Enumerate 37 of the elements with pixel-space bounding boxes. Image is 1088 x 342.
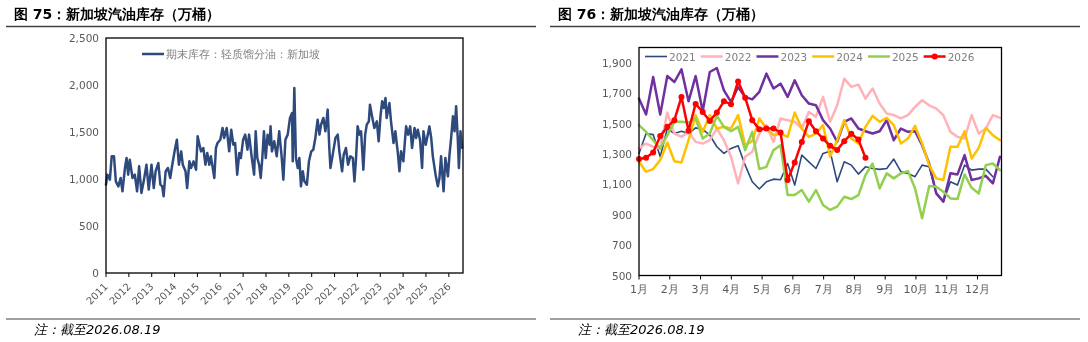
x-tick-label: 10月 bbox=[903, 282, 929, 296]
legend-label: 2021 bbox=[669, 50, 696, 63]
x-tick-label: 1月 bbox=[630, 282, 648, 296]
y-tick-label: 1,100 bbox=[601, 178, 632, 191]
x-tick-label: 8月 bbox=[845, 282, 864, 296]
x-tick-label: 12月 bbox=[965, 282, 990, 296]
legend-label: 2025 bbox=[891, 50, 919, 63]
y-tick-label: 1,300 bbox=[601, 147, 632, 160]
y-tick-label: 500 bbox=[78, 220, 99, 232]
x-tick-label: 2月 bbox=[660, 282, 679, 296]
y-tick-label: 1,700 bbox=[601, 87, 632, 100]
x-tick-label: 5月 bbox=[753, 282, 772, 296]
x-tick-label: 9月 bbox=[876, 282, 895, 296]
legend-期末库存：轻质馏分油：新加坡: 期末库存：轻质馏分油：新加坡 bbox=[142, 48, 320, 60]
y-tick-label: 1,900 bbox=[601, 56, 632, 69]
x-tick-label: 6月 bbox=[783, 282, 802, 296]
chart-title: 图 75：新加坡汽油库存（万桶） bbox=[14, 6, 221, 22]
x-tick-label: 11月 bbox=[934, 282, 960, 296]
y-tick-label: 2,000 bbox=[68, 79, 99, 91]
y-tick-label: 1,500 bbox=[601, 117, 632, 130]
y-tick-label: 0 bbox=[92, 267, 99, 279]
legend-label: 2023 bbox=[780, 50, 808, 63]
y-tick-label: 1,000 bbox=[68, 173, 99, 185]
y-tick-label: 1,500 bbox=[68, 126, 99, 138]
legend-label: 2026 bbox=[947, 50, 975, 63]
x-tick-label: 7月 bbox=[814, 282, 833, 296]
text: 注：截至2026.08.19 bbox=[34, 322, 161, 337]
x-tick-label: 3月 bbox=[691, 282, 710, 296]
legend-label: 2024 bbox=[836, 50, 864, 63]
y-tick-label: 900 bbox=[611, 208, 632, 221]
y-tick-label: 2,500 bbox=[68, 32, 99, 44]
legend-label: 2022 bbox=[724, 50, 752, 63]
y-tick-label: 700 bbox=[611, 239, 632, 252]
x-tick-label: 4月 bbox=[722, 282, 741, 296]
y-tick-label: 500 bbox=[611, 269, 632, 282]
chart-title: 图 76：新加坡汽油库存（万桶） bbox=[558, 6, 765, 22]
text: 注：截至2026.08.19 bbox=[578, 322, 705, 337]
